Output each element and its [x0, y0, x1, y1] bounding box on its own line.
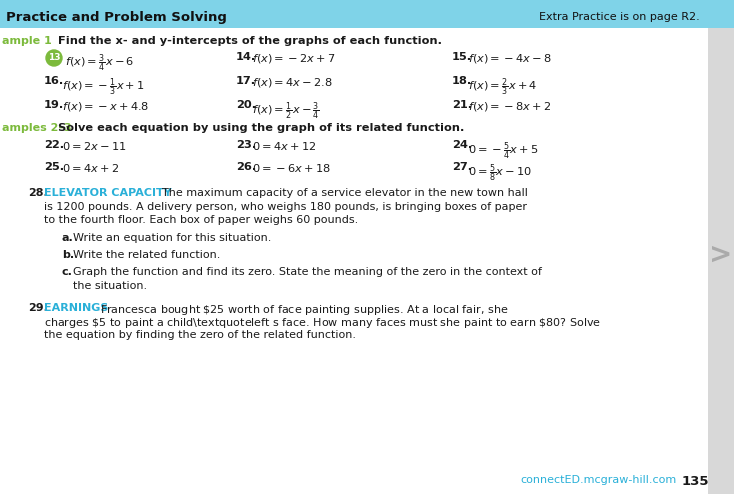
Text: $f(x) = -\frac{1}{3}x + 1$: $f(x) = -\frac{1}{3}x + 1$ — [62, 76, 145, 97]
Bar — [0, 0, 734, 28]
Text: >: > — [709, 241, 733, 269]
Text: b.: b. — [62, 250, 74, 260]
Text: 16.: 16. — [44, 76, 65, 86]
Text: $f(x) = \frac{3}{4}x - 6$: $f(x) = \frac{3}{4}x - 6$ — [65, 52, 134, 74]
Text: c.: c. — [62, 267, 73, 277]
Text: 13: 13 — [48, 53, 60, 63]
Text: 17.: 17. — [236, 76, 256, 86]
Text: $0 = 4x + 12$: $0 = 4x + 12$ — [252, 140, 316, 152]
Text: 25.: 25. — [44, 162, 64, 172]
Text: to the fourth floor. Each box of paper weighs 60 pounds.: to the fourth floor. Each box of paper w… — [44, 215, 358, 225]
Text: connectED.mcgraw-hill.com: connectED.mcgraw-hill.com — [520, 475, 676, 485]
Text: Francesca bought $\$25$ worth of face painting supplies. At a local fair, she: Francesca bought $\$25$ worth of face pa… — [100, 302, 509, 317]
Text: $0 = 2x - 11$: $0 = 2x - 11$ — [62, 140, 126, 152]
Text: EARNINGS: EARNINGS — [44, 302, 109, 313]
Text: charges $\$5$ to paint a child\textquoteleft s face. How many faces must she pai: charges $\$5$ to paint a child\textquote… — [44, 316, 601, 330]
Text: a.: a. — [62, 233, 73, 243]
Text: $f(x) = \frac{1}{2}x - \frac{3}{4}$: $f(x) = \frac{1}{2}x - \frac{3}{4}$ — [252, 100, 320, 122]
Text: $0 = \frac{5}{8}x - 10$: $0 = \frac{5}{8}x - 10$ — [468, 162, 532, 184]
Text: $f(x) = -x + 4.8$: $f(x) = -x + 4.8$ — [62, 100, 149, 113]
Text: $f(x) = -2x + 7$: $f(x) = -2x + 7$ — [252, 52, 335, 65]
Text: 29.: 29. — [28, 302, 48, 313]
Text: Write the related function.: Write the related function. — [73, 250, 220, 260]
Text: Extra Practice is on page R2.: Extra Practice is on page R2. — [539, 12, 700, 22]
Text: 20.: 20. — [236, 100, 256, 110]
Text: 21.: 21. — [452, 100, 472, 110]
Text: 27.: 27. — [452, 162, 472, 172]
Text: ELEVATOR CAPACITY: ELEVATOR CAPACITY — [44, 188, 172, 198]
Bar — [708, 28, 734, 494]
Text: the equation by finding the zero of the related function.: the equation by finding the zero of the … — [44, 329, 356, 339]
Text: $f(x) = 4x - 2.8$: $f(x) = 4x - 2.8$ — [252, 76, 333, 89]
Text: 15.: 15. — [452, 52, 472, 62]
Text: 22.: 22. — [44, 140, 64, 150]
Text: the situation.: the situation. — [73, 281, 147, 290]
Text: Graph the function and find its zero. State the meaning of the zero in the conte: Graph the function and find its zero. St… — [73, 267, 542, 277]
Text: $f(x) = \frac{2}{3}x + 4$: $f(x) = \frac{2}{3}x + 4$ — [468, 76, 537, 97]
Text: Find the x- and y-intercepts of the graphs of each function.: Find the x- and y-intercepts of the grap… — [58, 36, 442, 46]
Text: Write an equation for this situation.: Write an equation for this situation. — [73, 233, 272, 243]
Text: Practice and Problem Solving: Practice and Problem Solving — [6, 10, 227, 24]
Circle shape — [46, 50, 62, 66]
Text: 135: 135 — [682, 475, 710, 488]
Text: $f(x) = -8x + 2$: $f(x) = -8x + 2$ — [468, 100, 551, 113]
Text: $0 = -\frac{5}{4}x + 5$: $0 = -\frac{5}{4}x + 5$ — [468, 140, 539, 162]
Text: ample 1: ample 1 — [2, 36, 52, 46]
Text: is 1200 pounds. A delivery person, who weighs 180 pounds, is bringing boxes of p: is 1200 pounds. A delivery person, who w… — [44, 202, 527, 211]
Text: 28.: 28. — [28, 188, 48, 198]
Text: $0 = 4x + 2$: $0 = 4x + 2$ — [62, 162, 119, 174]
Text: $0 = -6x + 18$: $0 = -6x + 18$ — [252, 162, 331, 174]
Text: Solve each equation by using the graph of its related function.: Solve each equation by using the graph o… — [58, 123, 465, 133]
Text: 23.: 23. — [236, 140, 256, 150]
Text: 14.: 14. — [236, 52, 256, 62]
Text: amples 2–3: amples 2–3 — [2, 123, 72, 133]
Text: 26.: 26. — [236, 162, 256, 172]
Text: The maximum capacity of a service elevator in the new town hall: The maximum capacity of a service elevat… — [162, 188, 528, 198]
Text: 19.: 19. — [44, 100, 65, 110]
Text: 18.: 18. — [452, 76, 472, 86]
Text: 24.: 24. — [452, 140, 472, 150]
Text: $f(x) = -4x - 8$: $f(x) = -4x - 8$ — [468, 52, 552, 65]
